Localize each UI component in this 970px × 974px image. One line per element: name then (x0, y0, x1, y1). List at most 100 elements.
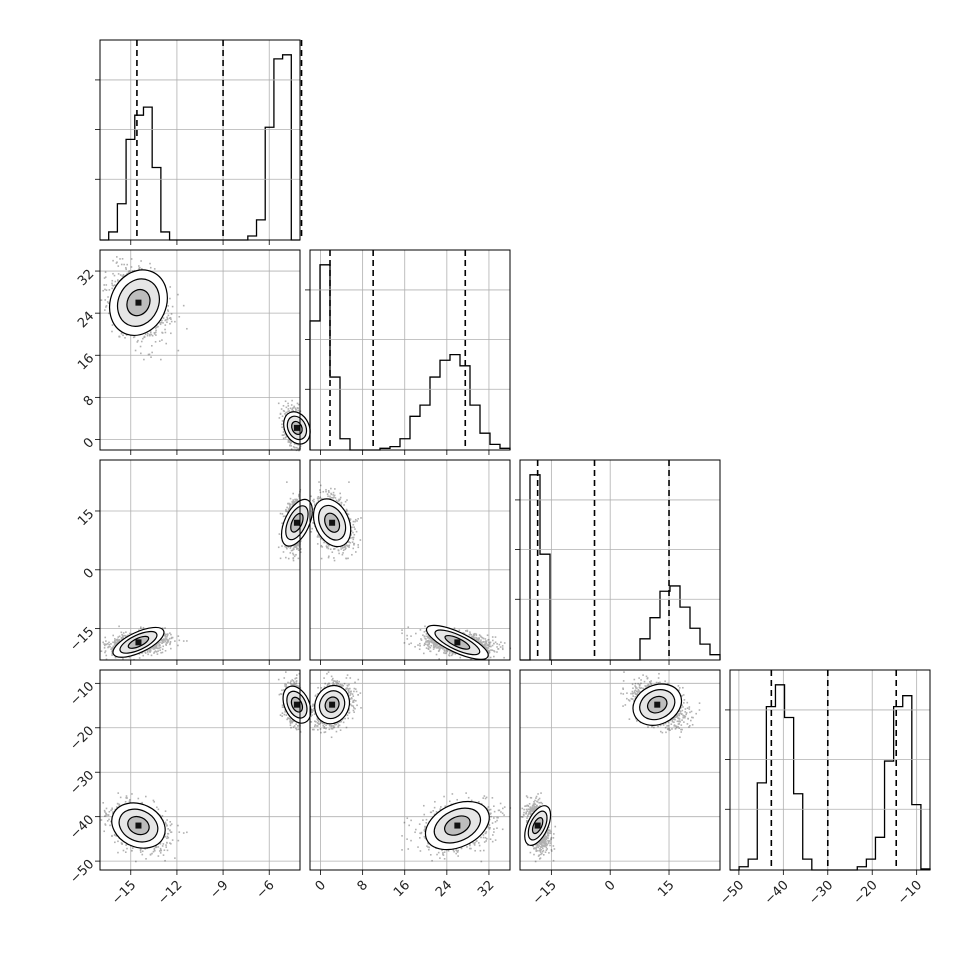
sample-point-1-0-126 (155, 332, 157, 334)
sample-point-1-0-659 (171, 321, 173, 323)
sample-point-1-0-654 (124, 337, 126, 339)
sample-point-2-0-735 (169, 638, 171, 640)
sample-point-1-0-1026 (103, 284, 105, 286)
sample-point-2-0-920 (122, 636, 124, 638)
sample-point-1-0-2509 (292, 408, 294, 410)
sample-point-1-0-273 (104, 299, 106, 301)
sample-point-1-0-125 (164, 329, 166, 331)
sample-point-2-0-152 (161, 642, 163, 644)
sample-point-1-0-352 (166, 321, 168, 323)
sample-point-1-0-619 (161, 320, 163, 322)
sample-point-1-0-1094 (150, 356, 152, 358)
sample-point-1-0-912 (183, 305, 185, 307)
sample-point-2-0-1017 (169, 632, 171, 634)
sample-point-2-0-2369 (292, 558, 294, 560)
sample-point-2-1-39 (499, 644, 501, 646)
sample-point-2-0-509 (109, 646, 111, 648)
sample-point-1-0-842 (147, 335, 149, 337)
sample-point-1-0-78 (150, 267, 152, 269)
sample-point-2-0-794 (120, 632, 122, 634)
sample-point-2-1-530 (424, 638, 426, 640)
sample-point-2-1-42 (426, 647, 428, 649)
ytick-label-1-0: 0 (81, 435, 97, 451)
sample-point-1-0-1136 (105, 306, 107, 308)
sample-point-2-0-2447 (281, 545, 283, 547)
sample-point-2-0-790 (157, 650, 159, 652)
sample-point-2-1-123 (495, 641, 497, 643)
sample-point-1-0-558 (155, 330, 157, 332)
sample-point-1-0-507 (104, 289, 106, 291)
sample-point-1-0-2192 (291, 400, 293, 402)
sample-point-2-0-1768 (280, 513, 282, 515)
sample-point-2-0-659 (171, 637, 173, 639)
sample-point-1-0-675 (136, 341, 138, 343)
sample-point-1-0-1966 (282, 415, 284, 417)
sample-point-1-0-215 (177, 294, 179, 296)
sample-point-1-0-948 (122, 258, 124, 260)
sample-point-1-0-255 (147, 333, 149, 335)
sample-point-2-0-1856 (290, 498, 292, 500)
sample-point-2-1-467 (419, 645, 421, 647)
sample-point-2-0-919 (162, 648, 164, 650)
sample-point-2-0-2265 (285, 557, 287, 559)
sample-point-2-0-1136 (105, 640, 107, 642)
sample-point-1-0-2024 (289, 441, 291, 443)
sample-point-1-0-2411 (285, 400, 287, 402)
sample-point-1-0-318 (112, 260, 114, 262)
sample-point-1-0-467 (141, 341, 143, 343)
sample-point-2-0-839 (116, 640, 118, 642)
sample-point-2-1-207 (408, 643, 410, 645)
sample-point-1-0-625 (166, 317, 168, 319)
sample-point-2-0-1986 (285, 511, 287, 513)
sample-point-1-0-1539 (296, 447, 298, 449)
sample-point-1-0-2579 (290, 408, 292, 410)
sample-point-1-0-2374 (297, 410, 299, 412)
sample-point-2-0-1722 (280, 558, 282, 560)
sample-point-1-0-628 (162, 322, 164, 324)
sample-point-2-0-80 (164, 641, 166, 643)
sample-point-1-0-1750 (289, 445, 291, 447)
sample-point-1-0-1503 (288, 408, 290, 410)
sample-point-1-0-96 (118, 273, 120, 275)
sample-point-1-0-2255 (287, 405, 289, 407)
sample-point-2-0-765 (157, 648, 159, 650)
sample-point-1-0-489 (149, 263, 151, 265)
sample-point-2-1-104 (454, 627, 456, 629)
sample-point-1-0-989 (161, 339, 163, 341)
sample-point-1-0-931 (109, 289, 111, 291)
sample-point-1-0-19 (155, 341, 157, 343)
sample-point-1-0-7 (140, 346, 142, 348)
sample-point-1-0-481 (123, 274, 125, 276)
sample-point-2-1-597 (470, 634, 472, 636)
sample-point-2-0-87 (157, 653, 159, 655)
sample-point-2-1-318 (500, 641, 502, 643)
sample-point-1-0-608 (148, 354, 150, 356)
sample-point-2-0-922 (165, 635, 167, 637)
sample-point-2-0-1489 (286, 548, 288, 550)
sample-point-2-0-377 (105, 650, 107, 652)
sample-point-2-0-89 (178, 640, 180, 642)
sample-point-1-0-735 (169, 317, 171, 319)
sample-point-2-0-208 (129, 633, 131, 635)
sample-point-2-0-10 (159, 642, 161, 644)
sample-point-2-1-567 (436, 654, 438, 656)
sample-point-2-0-749 (178, 635, 180, 637)
sample-point-1-0-211 (107, 296, 109, 298)
sample-point-2-1-492 (436, 647, 438, 649)
sample-point-1-0-784 (131, 258, 133, 260)
sample-point-2-0-288 (105, 655, 107, 657)
sample-point-2-0-2036 (289, 552, 291, 554)
sample-point-2-0-125 (164, 627, 166, 629)
sample-point-1-0-391 (169, 286, 171, 288)
sample-point-2-0-2577 (293, 548, 295, 550)
sample-point-2-0-473 (170, 648, 172, 650)
sample-point-2-0-1055 (165, 650, 167, 652)
sample-point-1-0-1014 (154, 333, 156, 335)
sample-point-2-0-1105 (155, 650, 157, 652)
sample-point-1-0-1127 (151, 345, 153, 347)
sample-point-2-0-982 (156, 645, 158, 647)
sample-point-1-0-2096 (282, 420, 284, 422)
sample-point-1-0-793 (128, 271, 130, 273)
sample-point-1-0-510 (111, 288, 113, 290)
